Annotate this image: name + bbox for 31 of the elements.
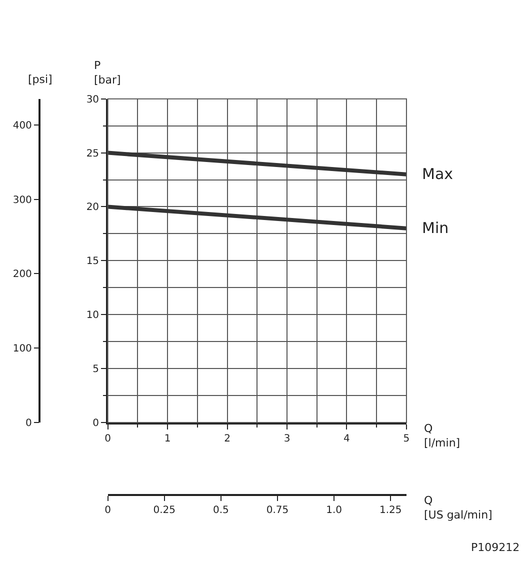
x-tick-label: 3 (284, 433, 290, 444)
series-label: Max (422, 165, 454, 183)
x2-tick-label: 0.75 (266, 504, 289, 516)
x2-tick-label: 1.25 (380, 504, 402, 516)
x2-tick-label: 0 (104, 504, 111, 516)
y2-tick-label: 0 (26, 418, 32, 429)
x2-tick-label: 0.5 (212, 504, 229, 516)
x-tick-label: 5 (403, 433, 410, 444)
y2-tick-label: 300 (12, 194, 32, 206)
y-tick-label: 5 (92, 364, 100, 376)
x-tick-label: 1 (164, 433, 171, 444)
y-axis-title: P [bar] (94, 59, 121, 86)
y2-tick-label: 400 (12, 120, 32, 132)
y-tick-label: 15 (86, 256, 100, 268)
x-tick-label: 0 (104, 433, 111, 444)
y-tick-label: 20 (86, 202, 100, 214)
y-tick-label: 0 (92, 418, 100, 429)
series-label: Min (422, 219, 449, 237)
y2-axis-title: [psi] (28, 73, 52, 86)
text: P109212 (471, 541, 520, 554)
x2-tick-label: 1.0 (326, 504, 342, 516)
x2-tick-label: 0.25 (153, 504, 176, 516)
y2-tick-label: 200 (12, 269, 32, 280)
y2-tick-label: 100 (12, 344, 32, 355)
x-axis-title: Q [l/min] (424, 422, 460, 450)
x-tick-label: 2 (224, 433, 230, 444)
y-tick-label: 10 (86, 310, 100, 322)
x-tick-label: 4 (344, 433, 350, 444)
y-tick-label: 30 (86, 94, 100, 106)
y-tick-label: 25 (86, 148, 100, 160)
x2-axis-title: Q [US gal/min] (424, 494, 492, 522)
